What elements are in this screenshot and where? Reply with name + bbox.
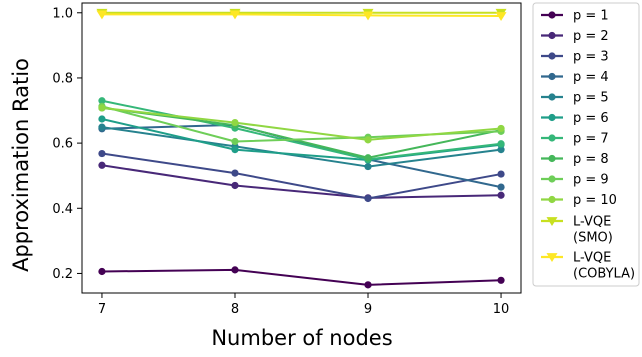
series-12 bbox=[96, 10, 507, 21]
legend-item: p = 2 bbox=[541, 29, 609, 44]
y-tick-label: 1.0 bbox=[52, 6, 73, 21]
y-tick-label: 0.4 bbox=[52, 202, 73, 217]
data-point bbox=[231, 118, 239, 127]
legend-label: p = 1 bbox=[573, 9, 609, 24]
data-point bbox=[364, 162, 372, 171]
legend-swatch-marker bbox=[548, 52, 556, 60]
data-point bbox=[495, 12, 507, 21]
series-line bbox=[101, 152, 502, 200]
data-point bbox=[497, 191, 505, 199]
axes: 7 8 9 10 0.2 0.4 0.6 0.8 1.0 bbox=[52, 6, 509, 317]
legend-label: p = 4 bbox=[573, 70, 609, 85]
data-point bbox=[231, 146, 239, 154]
data-point bbox=[229, 10, 241, 20]
legend-swatch-marker bbox=[548, 113, 556, 122]
data-point bbox=[98, 149, 106, 158]
data-point bbox=[98, 161, 106, 169]
legend: p = 1 p = 2 p = 3 p = 4 p = 5 p = 6 p = 7 p = 8… bbox=[532, 2, 640, 287]
x-tick-label: 10 bbox=[493, 302, 510, 317]
legend-label: p = 2 bbox=[573, 29, 609, 44]
legend-item: p = 5 bbox=[541, 91, 609, 106]
data-point bbox=[364, 136, 372, 144]
legend-swatch-marker bbox=[548, 93, 556, 101]
series-line bbox=[101, 13, 502, 18]
data-point bbox=[231, 169, 239, 177]
series-line bbox=[101, 99, 502, 161]
legend-label: p = 3 bbox=[573, 50, 609, 65]
x-tick-label: 8 bbox=[231, 302, 239, 317]
legend-item: p = 10 bbox=[541, 193, 617, 208]
data-point bbox=[497, 170, 505, 178]
legend-label: L-VQE (SMO) bbox=[573, 215, 613, 246]
data-point bbox=[364, 281, 372, 289]
legend-label: p = 5 bbox=[573, 91, 609, 106]
data-point bbox=[362, 11, 374, 21]
series-10 bbox=[98, 104, 505, 144]
legend-item: p = 7 bbox=[541, 132, 609, 147]
data-point bbox=[98, 97, 106, 105]
legend-swatch-marker bbox=[548, 134, 556, 142]
y-tick-label: 0.8 bbox=[52, 71, 73, 86]
series-1 bbox=[98, 266, 505, 289]
legend-item: p = 3 bbox=[541, 50, 609, 65]
series-line bbox=[101, 106, 502, 159]
legend-swatch-marker bbox=[548, 154, 556, 163]
legend-item: p = 1 bbox=[541, 9, 609, 24]
x-tick-label: 9 bbox=[364, 302, 372, 317]
legend-swatch-marker bbox=[548, 195, 556, 204]
legend-label: p = 7 bbox=[573, 132, 609, 147]
legend-swatch-marker bbox=[548, 175, 556, 183]
data-point bbox=[231, 181, 239, 190]
legend-item: p = 4 bbox=[541, 70, 609, 85]
legend-box bbox=[532, 2, 640, 287]
data-point bbox=[231, 137, 239, 146]
legend-label: L-VQE (COBYLA) bbox=[573, 251, 635, 282]
legend-swatch-marker bbox=[546, 253, 558, 262]
data-point bbox=[98, 104, 106, 112]
series-7 bbox=[98, 97, 505, 164]
series-line bbox=[101, 126, 502, 168]
data-point bbox=[497, 140, 505, 148]
data-point bbox=[497, 124, 505, 133]
legend-item: p = 8 bbox=[541, 152, 609, 167]
series-line bbox=[101, 106, 502, 141]
legend-label: p = 10 bbox=[573, 193, 617, 208]
legend-label: p = 8 bbox=[573, 152, 609, 167]
y-tick-label: 0.6 bbox=[52, 137, 73, 152]
legend-swatch-marker bbox=[546, 217, 558, 226]
legend-swatch-marker bbox=[548, 72, 556, 81]
series-line bbox=[101, 268, 502, 286]
data-point bbox=[98, 267, 106, 276]
y-axis-label: Approximation Ratio bbox=[9, 58, 33, 272]
legend-swatch-marker bbox=[548, 11, 556, 19]
plot-area bbox=[81, 2, 522, 294]
legend-label: p = 9 bbox=[573, 173, 609, 188]
legend-item: p = 6 bbox=[541, 111, 609, 126]
x-tick-label: 7 bbox=[98, 302, 106, 317]
series-layer bbox=[96, 8, 507, 289]
y-tick-label: 0.2 bbox=[52, 267, 73, 282]
data-point bbox=[231, 266, 239, 274]
series-line bbox=[101, 164, 502, 199]
series-3 bbox=[98, 149, 505, 203]
data-point bbox=[364, 194, 372, 203]
data-point bbox=[98, 115, 106, 123]
legend-item: p = 9 bbox=[541, 173, 609, 188]
series-9 bbox=[98, 102, 505, 146]
legend-label: p = 6 bbox=[573, 111, 609, 126]
data-point bbox=[497, 183, 505, 191]
legend-item: L-VQE (COBYLA) bbox=[541, 251, 635, 282]
x-axis-label: Number of nodes bbox=[211, 326, 392, 350]
legend-item: L-VQE (SMO) bbox=[541, 215, 613, 246]
legend-swatch-marker bbox=[548, 31, 556, 40]
series-2 bbox=[98, 161, 505, 202]
data-point bbox=[98, 123, 106, 131]
data-point bbox=[364, 154, 372, 162]
data-point bbox=[497, 276, 505, 284]
plot-border bbox=[81, 2, 522, 294]
data-point bbox=[96, 10, 108, 20]
